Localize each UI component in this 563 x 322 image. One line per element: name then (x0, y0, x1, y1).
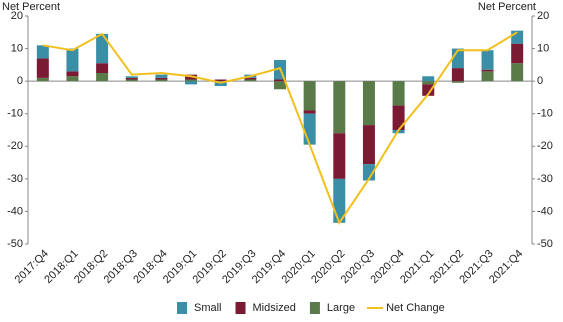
bar (333, 133, 346, 179)
y-tick-label: 0 (17, 75, 23, 87)
bar (185, 79, 198, 82)
y-tick-label: -50 (7, 238, 23, 250)
y2-tick-label: -50 (537, 238, 553, 250)
legend-label: Net Change (386, 302, 445, 314)
bar (96, 63, 109, 73)
bar (155, 79, 168, 82)
bar (244, 77, 257, 80)
bar (244, 79, 257, 82)
y-axis-label: Net Percent (2, 1, 60, 13)
bar (511, 43, 524, 64)
bar (422, 76, 435, 82)
bar (392, 105, 405, 130)
legend-swatch (309, 302, 320, 314)
bar (125, 76, 138, 78)
bar (274, 79, 286, 82)
bar (36, 77, 49, 82)
bar (214, 79, 227, 82)
bar (303, 81, 316, 111)
bar (155, 77, 168, 80)
bar (303, 110, 316, 114)
bar (66, 71, 79, 77)
legend-label: Large (327, 302, 355, 314)
bar (481, 69, 494, 72)
y2-tick-label: -20 (537, 140, 553, 152)
bar (511, 63, 524, 82)
bar (36, 58, 49, 78)
bar (333, 81, 346, 134)
y-tick-label: 10 (11, 42, 23, 54)
legend-label: Small (194, 302, 222, 314)
y2-tick-label: -30 (537, 173, 553, 185)
bar (66, 76, 79, 82)
bar (96, 33, 109, 64)
y-tick-label: -10 (7, 108, 23, 120)
bar (481, 71, 494, 82)
bar (451, 68, 464, 82)
bar (303, 113, 316, 145)
bar (185, 81, 198, 85)
net-change-line (42, 31, 518, 225)
y-tick-label: -20 (7, 140, 23, 152)
y2-tick-label: -40 (537, 205, 553, 217)
bar (274, 81, 286, 90)
y2-tick-label: 0 (537, 75, 543, 87)
bar (451, 81, 464, 83)
bar (66, 48, 79, 72)
y2-tick-label: 10 (537, 42, 549, 54)
bar (362, 125, 375, 165)
bar (96, 73, 109, 82)
bar (36, 45, 49, 59)
bar (333, 178, 346, 223)
bar (362, 164, 375, 181)
bar (155, 74, 168, 78)
bar (125, 79, 138, 82)
y2-tick-label: 20 (537, 10, 549, 22)
legend-swatch (177, 302, 187, 314)
legend-swatch (235, 302, 246, 314)
bar (362, 81, 375, 126)
bar (392, 81, 405, 106)
legend-label: Midsized (253, 302, 296, 314)
y2-axis-label: Net Percent (478, 1, 536, 13)
bar (422, 84, 435, 96)
bar (125, 77, 138, 80)
y2-tick-label: -10 (537, 108, 553, 120)
bar (481, 50, 494, 70)
y-tick-label: -40 (7, 205, 23, 217)
y-tick-label: 20 (11, 10, 23, 22)
bar (422, 81, 435, 85)
y-tick-label: -30 (7, 173, 23, 185)
